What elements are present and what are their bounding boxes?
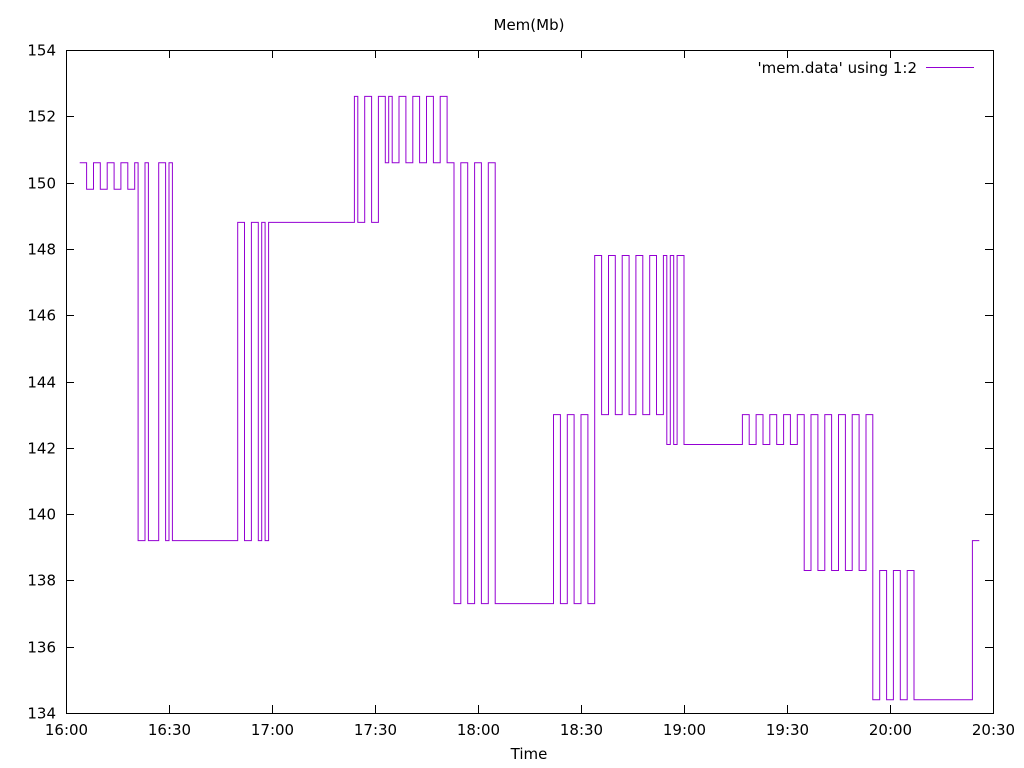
x-tick-label: 18:30	[560, 721, 603, 739]
y-tick-label: 140	[27, 506, 56, 524]
legend-label: 'mem.data' using 1:2	[758, 59, 917, 77]
x-tick-label: 20:00	[869, 721, 912, 739]
y-tick-label: 154	[27, 42, 56, 60]
series-line	[79, 95, 980, 701]
x-axis-label: Time	[510, 745, 548, 763]
x-tick-label: 18:00	[457, 721, 500, 739]
x-tick-label: 16:30	[148, 721, 191, 739]
y-tick-label: 144	[27, 374, 56, 392]
y-tick-label: 146	[27, 307, 56, 325]
y-tick-label: 148	[27, 241, 56, 259]
y-tick-label: 134	[27, 705, 56, 723]
x-tick-label: 19:30	[766, 721, 809, 739]
x-axis: 16:00 16:30 17:00 17:30 18:00 18:30 19:00 19:30…	[45, 50, 1015, 739]
y-tick-label: 150	[27, 175, 56, 193]
y-tick-label: 136	[27, 639, 56, 657]
y-tick-label: 142	[27, 440, 56, 458]
y-tick-label: 152	[27, 108, 56, 126]
x-tick-label: 19:00	[663, 721, 706, 739]
x-tick-label: 17:00	[251, 721, 294, 739]
x-tick-label: 17:30	[354, 721, 397, 739]
y-axis: 134 136 138 140 142 144 146 148 150 152 154	[27, 42, 993, 723]
x-tick-label: 16:00	[45, 721, 88, 739]
legend: 'mem.data' using 1:2	[758, 59, 974, 77]
plot-frame	[66, 50, 994, 714]
x-tick-label: 20:30	[972, 721, 1015, 739]
y-tick-label: 138	[27, 572, 56, 590]
chart-title: Mem(Mb)	[494, 16, 565, 34]
